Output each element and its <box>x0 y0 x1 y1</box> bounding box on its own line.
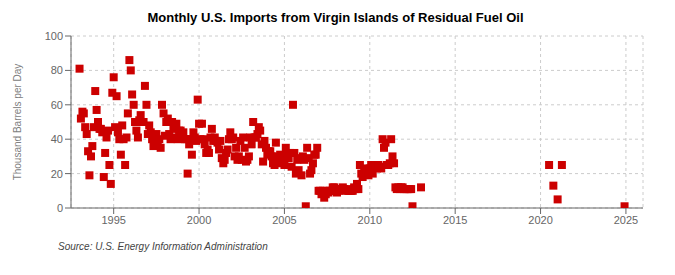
svg-text:2015: 2015 <box>443 214 467 226</box>
svg-text:40: 40 <box>51 133 63 145</box>
svg-text:60: 60 <box>51 99 63 111</box>
svg-text:0: 0 <box>57 202 63 214</box>
svg-text:Thousand Barrels per Day: Thousand Barrels per Day <box>12 64 23 181</box>
svg-text:80: 80 <box>51 64 63 76</box>
svg-text:2010: 2010 <box>358 214 382 226</box>
svg-text:2025: 2025 <box>614 214 638 226</box>
svg-text:2000: 2000 <box>187 214 211 226</box>
svg-text:20: 20 <box>51 168 63 180</box>
svg-text:100: 100 <box>45 30 63 42</box>
svg-text:2020: 2020 <box>528 214 552 226</box>
html-text:Source: U.S. Energy Informatio: Source: U.S. Energy Information Administ… <box>58 241 268 252</box>
svg-text:2005: 2005 <box>272 214 296 226</box>
svg-text:1995: 1995 <box>101 214 125 226</box>
html-text:Monthly U.S. Imports from Virg: Monthly U.S. Imports from Virgin Islands… <box>147 10 524 25</box>
